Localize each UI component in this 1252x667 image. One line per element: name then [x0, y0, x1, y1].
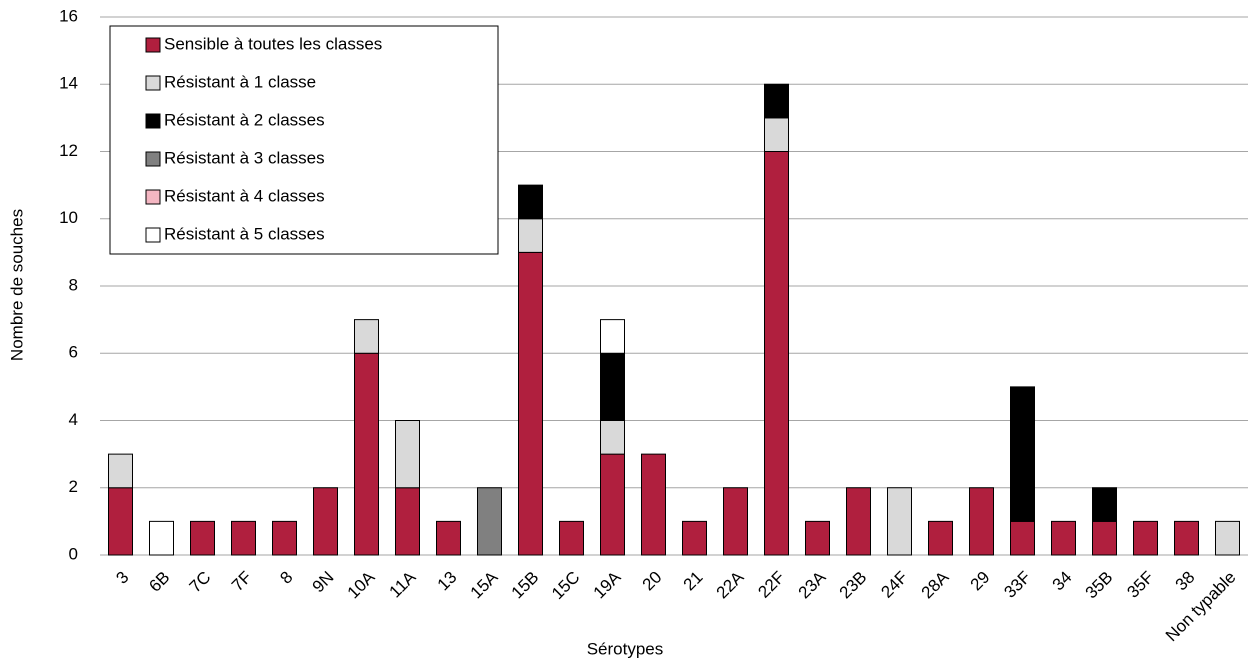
bar-segment [231, 520, 256, 556]
x-tick-label: 15B [508, 568, 543, 603]
x-tick-label: 35F [1123, 568, 1157, 602]
bar-segment [518, 251, 543, 556]
bar-segment [764, 83, 789, 119]
bar-segment [1133, 520, 1158, 556]
y-axis-title: Nombre de souches [7, 209, 26, 361]
bar-segment [600, 352, 625, 421]
bar-segment [682, 520, 707, 556]
bar-segment [1092, 487, 1117, 522]
y-tick-label: 0 [69, 544, 78, 563]
bar-segment [313, 487, 338, 556]
legend-label: Résistant à 2 classes [164, 110, 325, 129]
bar-segment [395, 487, 420, 556]
x-tick-label: 35B [1082, 568, 1117, 603]
y-tick-label: 4 [69, 410, 78, 429]
bar-segment [149, 520, 174, 556]
legend-swatch [145, 37, 161, 53]
x-tick-label: 15C [548, 568, 583, 603]
x-tick-label: 19A [590, 567, 625, 602]
x-tick-label: 33F [1000, 568, 1034, 602]
y-tick-label: 2 [69, 477, 78, 496]
x-tick-label: 22A [713, 567, 748, 602]
bar-segment [108, 453, 133, 489]
bar-segment [354, 352, 379, 556]
x-tick-label: 13 [434, 568, 461, 595]
bar-segment [395, 420, 420, 489]
bar-segment [354, 319, 379, 354]
bar-segment [1051, 520, 1076, 556]
x-tick-label: 3 [112, 568, 132, 588]
bar-segment [600, 319, 625, 354]
legend-label: Résistant à 3 classes [164, 148, 325, 167]
legend-label: Résistant à 1 classe [164, 72, 316, 91]
x-tick-label: 6B [145, 568, 173, 596]
bar-segment [518, 184, 543, 220]
legend-swatch [145, 75, 161, 91]
x-tick-label: 38 [1172, 568, 1199, 595]
y-tick-label: 12 [59, 141, 78, 160]
x-axis-title: Sérotypes [587, 639, 664, 658]
bar-segment [559, 520, 584, 556]
x-tick-label: 7C [186, 568, 215, 597]
bar-segment [764, 151, 789, 556]
bar-segment [641, 453, 666, 556]
y-tick-label: 6 [69, 343, 78, 362]
bar-segment [1092, 520, 1117, 556]
legend-swatch [145, 113, 161, 129]
y-tick-label: 14 [59, 74, 78, 93]
bar-segment [969, 487, 994, 556]
x-tick-label: 24F [877, 568, 911, 602]
bar-segment [600, 420, 625, 455]
bar-segment [846, 487, 871, 556]
x-tick-label: 34 [1049, 568, 1076, 595]
x-tick-label: 22F [754, 568, 788, 602]
bar-segment [723, 487, 748, 556]
bar-segment [477, 487, 502, 556]
x-tick-label: 15A [467, 567, 502, 602]
bar-segment [1215, 520, 1240, 556]
bar-segment [600, 453, 625, 556]
y-tick-label: 16 [59, 6, 78, 25]
x-tick-label: 21 [680, 568, 707, 595]
x-tick-label: 11A [386, 567, 420, 601]
x-tick-label: 9N [309, 568, 338, 597]
x-tick-label: 7F [228, 568, 255, 595]
bar-segment [272, 520, 297, 556]
legend-label: Résistant à 4 classes [164, 186, 325, 205]
x-tick-label: 20 [639, 568, 666, 595]
bar-segment [1174, 520, 1199, 556]
bar-segment [436, 520, 461, 556]
legend-box [109, 25, 499, 255]
legend-label: Sensible à toutes les classes [164, 34, 382, 53]
bar-segment [928, 520, 953, 556]
bar-segment [1010, 386, 1035, 522]
bar-segment [764, 117, 789, 152]
bar-segment [108, 487, 133, 556]
bar-segment [887, 487, 912, 556]
x-tick-label: 28A [918, 567, 953, 602]
legend-swatch [145, 189, 161, 205]
x-tick-label: 29 [967, 568, 994, 595]
bar-segment [190, 520, 215, 556]
legend-label: Résistant à 5 classes [164, 224, 325, 243]
legend-swatch [145, 151, 161, 167]
legend-swatch [145, 227, 161, 243]
y-tick-label: 8 [69, 275, 78, 294]
x-tick-label: 23B [836, 568, 871, 603]
bar-segment [1010, 520, 1035, 556]
x-tick-label: 10A [344, 567, 379, 602]
x-tick-label: 8 [276, 568, 296, 588]
bar-segment [805, 520, 830, 556]
x-tick-label: 23A [795, 567, 830, 602]
bar-segment [518, 218, 543, 253]
y-tick-label: 10 [59, 208, 78, 227]
